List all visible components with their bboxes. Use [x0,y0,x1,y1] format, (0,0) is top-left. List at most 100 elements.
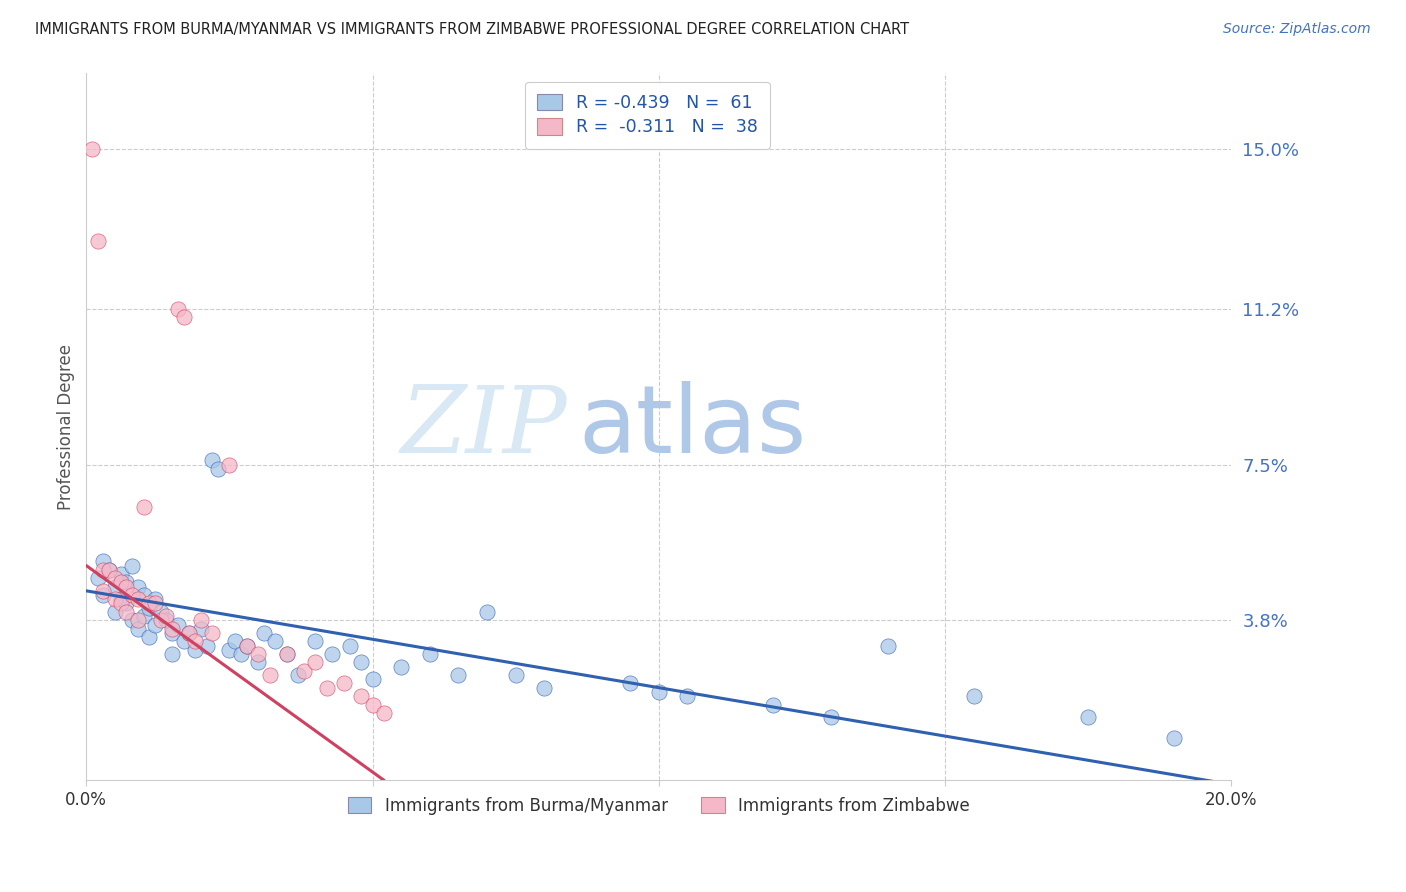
Point [98,563,121,577]
Point [247,656,270,670]
Point [160,647,183,661]
Point [820,710,842,724]
Point [93,583,115,598]
Point [132,609,155,624]
Point [87,235,110,249]
Y-axis label: Professional Degree: Professional Degree [58,343,75,509]
Point [110,566,132,581]
Point [121,558,143,573]
Point [149,613,172,627]
Point [419,647,441,661]
Point [963,689,986,703]
Text: Source: ZipAtlas.com: Source: ZipAtlas.com [1223,22,1371,37]
Point [173,634,195,648]
Text: IMMIGRANTS FROM BURMA/MYANMAR VS IMMIGRANTS FROM ZIMBABWE PROFESSIONAL DEGREE CO: IMMIGRANTS FROM BURMA/MYANMAR VS IMMIGRA… [35,22,910,37]
Point [93,563,115,577]
Point [218,642,240,657]
Legend: Immigrants from Burma/Myanmar, Immigrants from Zimbabwe: Immigrants from Burma/Myanmar, Immigrant… [337,787,980,825]
Point [235,639,257,653]
Point [110,597,132,611]
Point [160,626,183,640]
Point [167,617,190,632]
Point [676,689,699,703]
Point [373,706,395,720]
Point [533,681,555,695]
Point [155,609,177,624]
Point [127,622,149,636]
Point [350,656,373,670]
Point [218,458,240,472]
Point [259,668,281,682]
Point [138,597,160,611]
Point [1163,731,1185,746]
Point [207,461,229,475]
Point [184,634,207,648]
Point [149,605,172,619]
Point [247,647,270,661]
Point [762,698,785,712]
Point [195,639,218,653]
Point [138,630,160,644]
Point [339,639,361,653]
Point [80,142,103,156]
Point [104,571,127,585]
Point [201,453,224,467]
Point [104,592,127,607]
Text: atlas: atlas [579,381,807,473]
Point [304,656,326,670]
Point [447,668,470,682]
Point [505,668,527,682]
Point [333,676,356,690]
Point [648,685,671,699]
Point [160,622,183,636]
Point [115,575,138,590]
Point [93,554,115,568]
Point [475,605,498,619]
Point [264,634,287,648]
Point [115,605,138,619]
Point [132,500,155,514]
Point [143,597,166,611]
Point [389,659,412,673]
Point [143,617,166,632]
Point [179,626,201,640]
Point [173,310,195,325]
Point [235,639,257,653]
Point [93,588,115,602]
Point [190,622,212,636]
Point [619,676,641,690]
Point [361,672,384,686]
Point [110,592,132,607]
Point [87,571,110,585]
Point [115,580,138,594]
Point [167,301,190,316]
Point [361,698,384,712]
Point [121,613,143,627]
Point [292,664,315,678]
Point [127,580,149,594]
Point [304,634,326,648]
Point [287,668,309,682]
Point [350,689,373,703]
Point [121,588,143,602]
Point [184,642,207,657]
Point [276,647,298,661]
Point [1077,710,1099,724]
Point [132,588,155,602]
Point [179,626,201,640]
Point [110,575,132,590]
Point [115,597,138,611]
Text: ZIP: ZIP [401,382,567,472]
Point [321,647,343,661]
Point [138,600,160,615]
Point [104,580,127,594]
Point [104,605,127,619]
Point [876,639,898,653]
Point [253,626,276,640]
Point [155,613,177,627]
Point [98,563,121,577]
Point [127,592,149,607]
Point [276,647,298,661]
Point [127,613,149,627]
Point [229,647,252,661]
